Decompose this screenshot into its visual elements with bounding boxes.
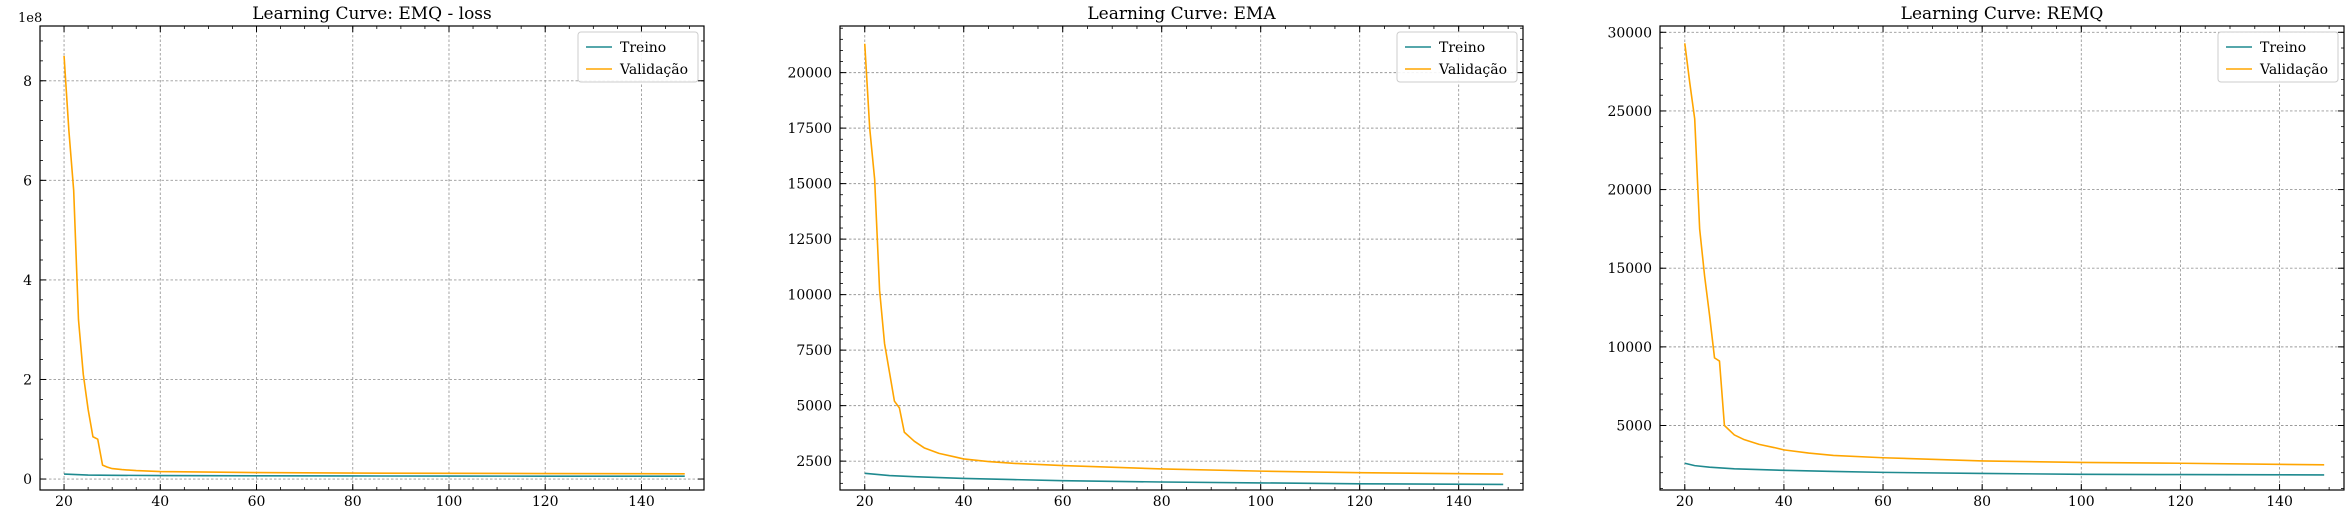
y-tick-label: 10000 [787, 288, 832, 304]
axes-frame [839, 25, 1524, 491]
legend-label-treino: Treino [2260, 40, 2306, 56]
y-tick-label: 0 [23, 472, 32, 488]
x-tick-label: 60 [248, 494, 266, 510]
y-tick-label: 4 [23, 273, 32, 289]
y-tick-label: 12500 [787, 232, 832, 248]
x-tick-label: 20 [856, 494, 874, 510]
x-tick-label: 140 [628, 494, 655, 510]
x-tick-label: 40 [1775, 494, 1793, 510]
chart-title: Learning Curve: EMQ - loss [252, 4, 492, 24]
series-line-treino [64, 473, 685, 478]
y-tick-label: 25000 [1607, 104, 1652, 120]
chart-panel-2: Learning Curve: EMA 20 40 60 80 100 120 140 2500… [787, 4, 1524, 510]
series-line-treino [864, 472, 1504, 486]
y-tick-label: 2500 [796, 454, 832, 470]
y-tick-label: 6 [23, 173, 32, 189]
legend-label-treino: Treino [1439, 40, 1485, 56]
x-tick-label: 140 [1445, 494, 1472, 510]
series-line-validacao [63, 55, 685, 475]
series-line-treino [1684, 462, 2325, 476]
y-tick-label: 2 [23, 372, 32, 388]
axes-frame [1659, 25, 2345, 491]
x-tick-label: 120 [2167, 494, 2194, 510]
y-tick-label: 7500 [796, 343, 832, 359]
x-tick-label: 80 [344, 494, 362, 510]
x-tick-label: 100 [1247, 494, 1274, 510]
x-tick-label: 120 [532, 494, 559, 510]
y-tick-label: 30000 [1607, 25, 1652, 41]
x-tick-label: 60 [1054, 494, 1072, 510]
y-tick-label: 20000 [1607, 183, 1652, 199]
x-tick-label: 20 [55, 494, 73, 510]
y-tick-label: 20000 [787, 66, 832, 82]
legend-label-validacao: Validação [619, 62, 688, 78]
legend-label-validacao: Validação [1438, 62, 1507, 78]
x-tick-label: 80 [1973, 494, 1991, 510]
y-tick-label: 17500 [787, 121, 832, 137]
legend: Treino Validação [2217, 31, 2339, 83]
y-offset-label: 1e8 [18, 11, 42, 26]
y-tick-label: 5000 [796, 399, 832, 415]
legend-label-treino: Treino [620, 40, 666, 56]
x-tick-label: 140 [2266, 494, 2293, 510]
x-tick-label: 80 [1153, 494, 1171, 510]
legend: Treino Validação [1396, 31, 1518, 83]
y-tick-label: 5000 [1616, 419, 1652, 435]
series-line-validacao [863, 43, 1504, 475]
axes-frame [39, 25, 705, 491]
y-tick-label: 15000 [787, 177, 832, 193]
x-tick-label: 20 [1676, 494, 1694, 510]
chart-panel-3: Learning Curve: REMQ 20 40 60 80 100 120 140 500… [1607, 4, 2345, 510]
legend-label-validacao: Validação [2259, 62, 2328, 78]
series-line-validacao [1683, 43, 2325, 466]
x-tick-label: 40 [151, 494, 169, 510]
y-tick-label: 15000 [1607, 261, 1652, 277]
chart-title: Learning Curve: REMQ [1901, 4, 2104, 24]
y-tick-label: 8 [23, 74, 32, 90]
chart-title: Learning Curve: EMA [1087, 4, 1276, 24]
x-tick-label: 120 [1346, 494, 1373, 510]
legend: Treino Validação [577, 31, 699, 83]
x-tick-label: 100 [436, 494, 463, 510]
x-tick-label: 40 [955, 494, 973, 510]
x-tick-label: 60 [1874, 494, 1892, 510]
y-tick-label: 10000 [1607, 340, 1652, 356]
x-tick-label: 100 [2068, 494, 2095, 510]
